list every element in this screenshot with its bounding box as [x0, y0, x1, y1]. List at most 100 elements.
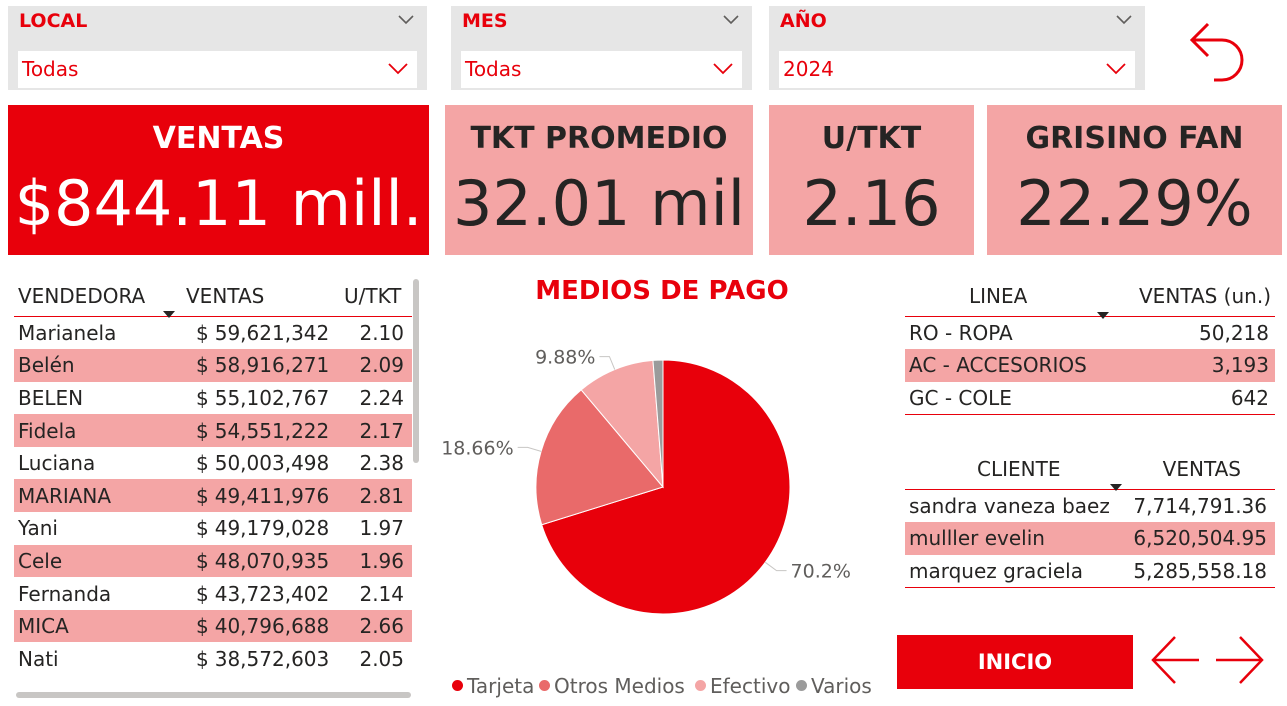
- slice-efectivo[interactable]: [580, 359, 664, 489]
- slice-varios[interactable]: [652, 359, 664, 488]
- seller-utkt: 2.14: [359, 581, 404, 606]
- seller-utkt: 2.17: [340, 414, 412, 447]
- table-row[interactable]: Fidela $54,551,222 2.17: [14, 414, 412, 447]
- col-header-utkt[interactable]: U/TKT: [344, 284, 402, 308]
- table-row[interactable]: AC - ACCESORIOS 3,193: [905, 349, 1275, 382]
- chevron-down-icon[interactable]: [1115, 11, 1133, 29]
- linea-ventas: 3,193: [1116, 349, 1275, 382]
- table-row[interactable]: Belén $58,916,271 2.09: [14, 349, 412, 382]
- col-header-ventas[interactable]: VENTAS: [186, 284, 265, 308]
- legend-marker-icon: [796, 680, 807, 691]
- kpi-u-tkt-title: U/TKT: [821, 121, 922, 156]
- seller-sales: $49,179,028: [182, 512, 340, 545]
- table-row[interactable]: Marianela $59,621,342 2.10: [14, 317, 412, 350]
- legend-label: Tarjeta: [467, 674, 535, 698]
- sales-amount: 54,551,222: [214, 418, 330, 443]
- cliente-name: mulller evelin: [905, 522, 1123, 555]
- col-header-cliente[interactable]: CLIENTE: [977, 457, 1061, 481]
- chart-title: MEDIOS DE PAGO: [535, 276, 789, 306]
- sort-desc-icon: [1110, 484, 1122, 491]
- table-row[interactable]: GC - COLE 642: [905, 382, 1275, 414]
- kpi-grisino-fan-title: GRISINO FAN: [1025, 121, 1244, 156]
- table-row[interactable]: marquez graciela 5,285,558.18: [905, 555, 1275, 587]
- table-row[interactable]: MICA $40,796,688 2.66: [14, 609, 412, 643]
- kpi-tkt-promedio-title: TKT PROMEDIO: [470, 121, 728, 156]
- col-header-vendedora[interactable]: VENDEDORA: [18, 284, 146, 308]
- arrow-right-icon[interactable]: [1212, 633, 1266, 687]
- table-row[interactable]: Luciana $50,003,498 2.38: [14, 447, 412, 480]
- currency-symbol: $: [196, 614, 209, 639]
- col-header-linea[interactable]: LINEA: [969, 284, 1028, 308]
- back-arrow-icon[interactable]: [1184, 14, 1250, 84]
- seller-utkt: 2.24: [359, 385, 404, 410]
- slicer-local: LOCAL Todas: [8, 6, 427, 90]
- table-row[interactable]: mulller evelin 6,520,504.95: [905, 522, 1275, 555]
- linea-table: LINEA VENTAS (un.) RO - ROPA 50,218 AC - A…: [905, 276, 1275, 415]
- seller-sales: $50,003,498: [182, 447, 340, 480]
- kpi-u-tkt: U/TKT 2.16: [769, 105, 974, 255]
- arrow-left-icon[interactable]: [1149, 633, 1203, 687]
- legend-item-varios[interactable]: Varios: [796, 674, 872, 698]
- col-header-ventas-cliente[interactable]: VENTAS: [1162, 457, 1241, 481]
- legend-item-efectivo[interactable]: Efectivo: [695, 674, 790, 698]
- table-row[interactable]: sandra vaneza baez 7,714,791.36: [905, 490, 1275, 523]
- currency-symbol: $: [196, 548, 209, 573]
- seller-sales: $55,102,767: [182, 382, 340, 415]
- sales-amount: 58,916,271: [214, 353, 330, 378]
- seller-name: MICA: [14, 609, 182, 643]
- kpi-grisino-fan: GRISINO FAN 22.29%: [987, 105, 1282, 255]
- table-row[interactable]: RO - ROPA 50,218: [905, 317, 1275, 350]
- seller-utkt: 1.97: [359, 516, 404, 541]
- slicer-anio-dropdown[interactable]: 2024: [779, 51, 1135, 88]
- data-label: 9.88%: [535, 347, 595, 369]
- slicer-anio-label: AÑO: [780, 10, 827, 32]
- dropdown-arrow-icon[interactable]: [1105, 60, 1127, 76]
- cliente-name: sandra vaneza baez: [909, 494, 1110, 518]
- currency-symbol: $: [196, 516, 209, 541]
- slice-tarjeta[interactable]: [541, 359, 791, 615]
- table-row[interactable]: Yani $49,179,028 1.97: [14, 512, 412, 545]
- seller-sales: $58,916,271: [182, 349, 340, 382]
- table-row[interactable]: BELEN $55,102,767 2.24: [14, 382, 412, 415]
- legend-marker-icon: [539, 680, 550, 691]
- table-row[interactable]: MARIANA $49,411,976 2.81: [14, 479, 412, 513]
- sales-amount: 38,572,603: [214, 646, 330, 671]
- sales-amount: 40,796,688: [214, 614, 330, 639]
- chevron-down-icon[interactable]: [397, 11, 415, 29]
- linea-table-container: LINEA VENTAS (un.) RO - ROPA 50,218 AC - A…: [905, 276, 1275, 415]
- leader-line: [599, 356, 616, 370]
- slice-otros-medios[interactable]: [535, 389, 664, 526]
- table-row[interactable]: Nati $38,572,603 2.05: [14, 642, 412, 675]
- seller-sales: $59,621,342: [182, 317, 340, 350]
- currency-symbol: $: [196, 418, 209, 443]
- table-row[interactable]: Cele $48,070,935 1.96: [14, 544, 412, 578]
- seller-sales: $38,572,603: [182, 642, 340, 675]
- linea-name: GC - COLE: [909, 385, 1012, 410]
- seller-name: Nati: [18, 646, 59, 671]
- legend-item-otros-medios[interactable]: Otros Medios: [539, 674, 685, 698]
- vertical-scrollbar[interactable]: [413, 279, 419, 463]
- inicio-button[interactable]: INICIO: [897, 635, 1133, 689]
- slicer-anio: AÑO 2024: [769, 6, 1145, 90]
- table-row[interactable]: Fernanda $43,723,402 2.14: [14, 577, 412, 610]
- chevron-down-icon[interactable]: [722, 11, 740, 29]
- sales-amount: 43,723,402: [214, 581, 330, 606]
- kpi-grisino-fan-value: 22.29%: [1016, 167, 1253, 240]
- payment-methods-pie-chart: 70.2% 18.66% 9.88%: [441, 347, 851, 615]
- currency-symbol: $: [196, 353, 209, 378]
- dropdown-arrow-icon[interactable]: [387, 60, 409, 76]
- legend-item-tarjeta[interactable]: Tarjeta: [452, 674, 534, 698]
- horizontal-scrollbar[interactable]: [16, 692, 411, 698]
- slicer-mes-dropdown[interactable]: Todas: [461, 51, 742, 88]
- currency-symbol: $: [196, 581, 209, 606]
- col-header-ventas-un[interactable]: VENTAS (un.): [1139, 284, 1271, 308]
- linea-ventas: 50,218: [1199, 321, 1269, 345]
- dropdown-arrow-icon[interactable]: [712, 60, 734, 76]
- sales-amount: 49,411,976: [214, 483, 330, 508]
- seller-name: Fernanda: [18, 581, 112, 606]
- linea-name: AC - ACCESORIOS: [905, 349, 1116, 382]
- slicer-anio-value: 2024: [783, 57, 834, 81]
- cliente-ventas: 6,520,504.95: [1123, 522, 1275, 555]
- slicer-local-dropdown[interactable]: Todas: [18, 51, 417, 88]
- leader-line: [517, 446, 542, 452]
